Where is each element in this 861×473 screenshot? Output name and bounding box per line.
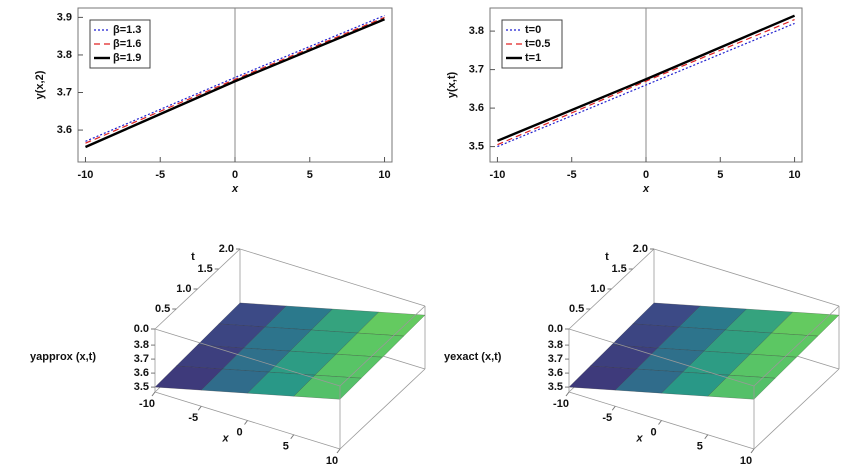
y-axis-label: y(x,t) — [446, 72, 458, 99]
box-edge — [568, 328, 755, 387]
x-tick-label: 0 — [650, 426, 656, 438]
z-tick-label: 3.5 — [134, 381, 149, 393]
z-tick-label: 3.7 — [548, 353, 563, 365]
z-axis-label: yapprox (x,t) — [30, 351, 96, 363]
x-tick-label: 10 — [788, 169, 800, 181]
legend-label: β=1.3 — [113, 24, 141, 36]
box-edge — [339, 368, 426, 450]
t-tick-label: 0.5 — [155, 303, 170, 315]
x-tick — [611, 405, 616, 411]
x-tick — [336, 448, 341, 454]
z-tick-label: 3.8 — [548, 339, 563, 351]
x-tick — [658, 420, 662, 425]
box-edge — [753, 305, 840, 387]
series-line — [497, 22, 795, 148]
x-tick-label: 10 — [740, 455, 752, 467]
t-axis-label: t — [605, 251, 609, 263]
t-tick-label: 2.0 — [633, 243, 648, 255]
x-tick-label: 10 — [326, 455, 338, 467]
x-tick-label: -10 — [553, 398, 569, 410]
box-edge — [753, 368, 840, 450]
legend-label: t=1 — [525, 52, 541, 64]
z-axis-label: yexact (x,t) — [444, 351, 502, 363]
z-tick-label: 3.6 — [134, 367, 149, 379]
x-tick — [290, 434, 295, 440]
x-tick — [704, 434, 709, 440]
y-tick-label: 3.7 — [469, 64, 484, 76]
t-tick-label: 0.5 — [569, 303, 584, 315]
x-tick-label: 0 — [232, 169, 238, 181]
t-tick-label: 1.5 — [611, 263, 626, 275]
x-axis-label: x — [635, 432, 643, 444]
t-tick-label: 1.0 — [590, 283, 605, 295]
z-tick-label: 3.8 — [134, 339, 149, 351]
x-tick-label: -5 — [567, 169, 577, 181]
z-tick-label: 3.6 — [548, 367, 563, 379]
box-edge — [339, 305, 426, 387]
t-tick-label: 2.0 — [219, 243, 234, 255]
x-tick — [244, 420, 248, 425]
t-tick-label: 1.0 — [176, 283, 191, 295]
legend-label: t=0 — [525, 24, 541, 36]
y-tick-label: 3.5 — [469, 141, 484, 153]
x-tick-label: -10 — [139, 398, 155, 410]
y-tick-label: 3.6 — [57, 124, 72, 136]
z-tick-label: 3.7 — [134, 353, 149, 365]
legend-label: β=1.6 — [113, 38, 141, 50]
series-line — [84, 18, 385, 149]
x-axis-label: x — [221, 432, 229, 444]
x-tick — [565, 391, 570, 397]
x-tick-label: -5 — [188, 412, 198, 424]
x-tick — [197, 405, 202, 411]
y-tick-label: 3.6 — [469, 102, 484, 114]
x-tick-label: -5 — [155, 169, 165, 181]
x-tick-label: 0 — [236, 426, 242, 438]
series-line — [85, 16, 385, 144]
legend-label: β=1.9 — [113, 52, 141, 64]
x-tick-label: 5 — [697, 441, 703, 453]
x-tick-label: 5 — [283, 441, 289, 453]
y-axis-label: y(x,2) — [34, 70, 46, 99]
t-tick-label: 0.0 — [548, 323, 563, 335]
x-axis-label: x — [642, 183, 650, 195]
legend-label: t=0.5 — [525, 38, 550, 50]
y-tick-label: 3.8 — [57, 49, 72, 61]
x-tick — [750, 448, 755, 454]
box-edge — [653, 248, 840, 307]
x-tick-label: 5 — [307, 169, 313, 181]
x-tick-label: 10 — [378, 169, 390, 181]
surface-patch — [707, 374, 776, 400]
x-tick-label: -10 — [78, 169, 94, 181]
t-tick-label: 0.0 — [134, 323, 149, 335]
t-axis-label: t — [191, 251, 195, 263]
y-tick-label: 3.8 — [469, 25, 484, 37]
x-tick-label: -5 — [602, 412, 612, 424]
x-axis-label: x — [231, 183, 239, 195]
x-tick-label: 0 — [643, 169, 649, 181]
series-line — [497, 18, 795, 146]
box-edge — [239, 248, 426, 307]
x-tick-label: -10 — [489, 169, 505, 181]
box-edge — [154, 328, 341, 387]
y-tick-label: 3.9 — [57, 11, 72, 23]
z-tick-label: 3.5 — [548, 381, 563, 393]
series-line — [496, 14, 796, 142]
x-tick — [151, 391, 156, 397]
x-tick-label: 5 — [717, 169, 723, 181]
t-tick-label: 1.5 — [197, 263, 212, 275]
y-tick-label: 3.7 — [57, 86, 72, 98]
surface-patch — [293, 374, 362, 400]
